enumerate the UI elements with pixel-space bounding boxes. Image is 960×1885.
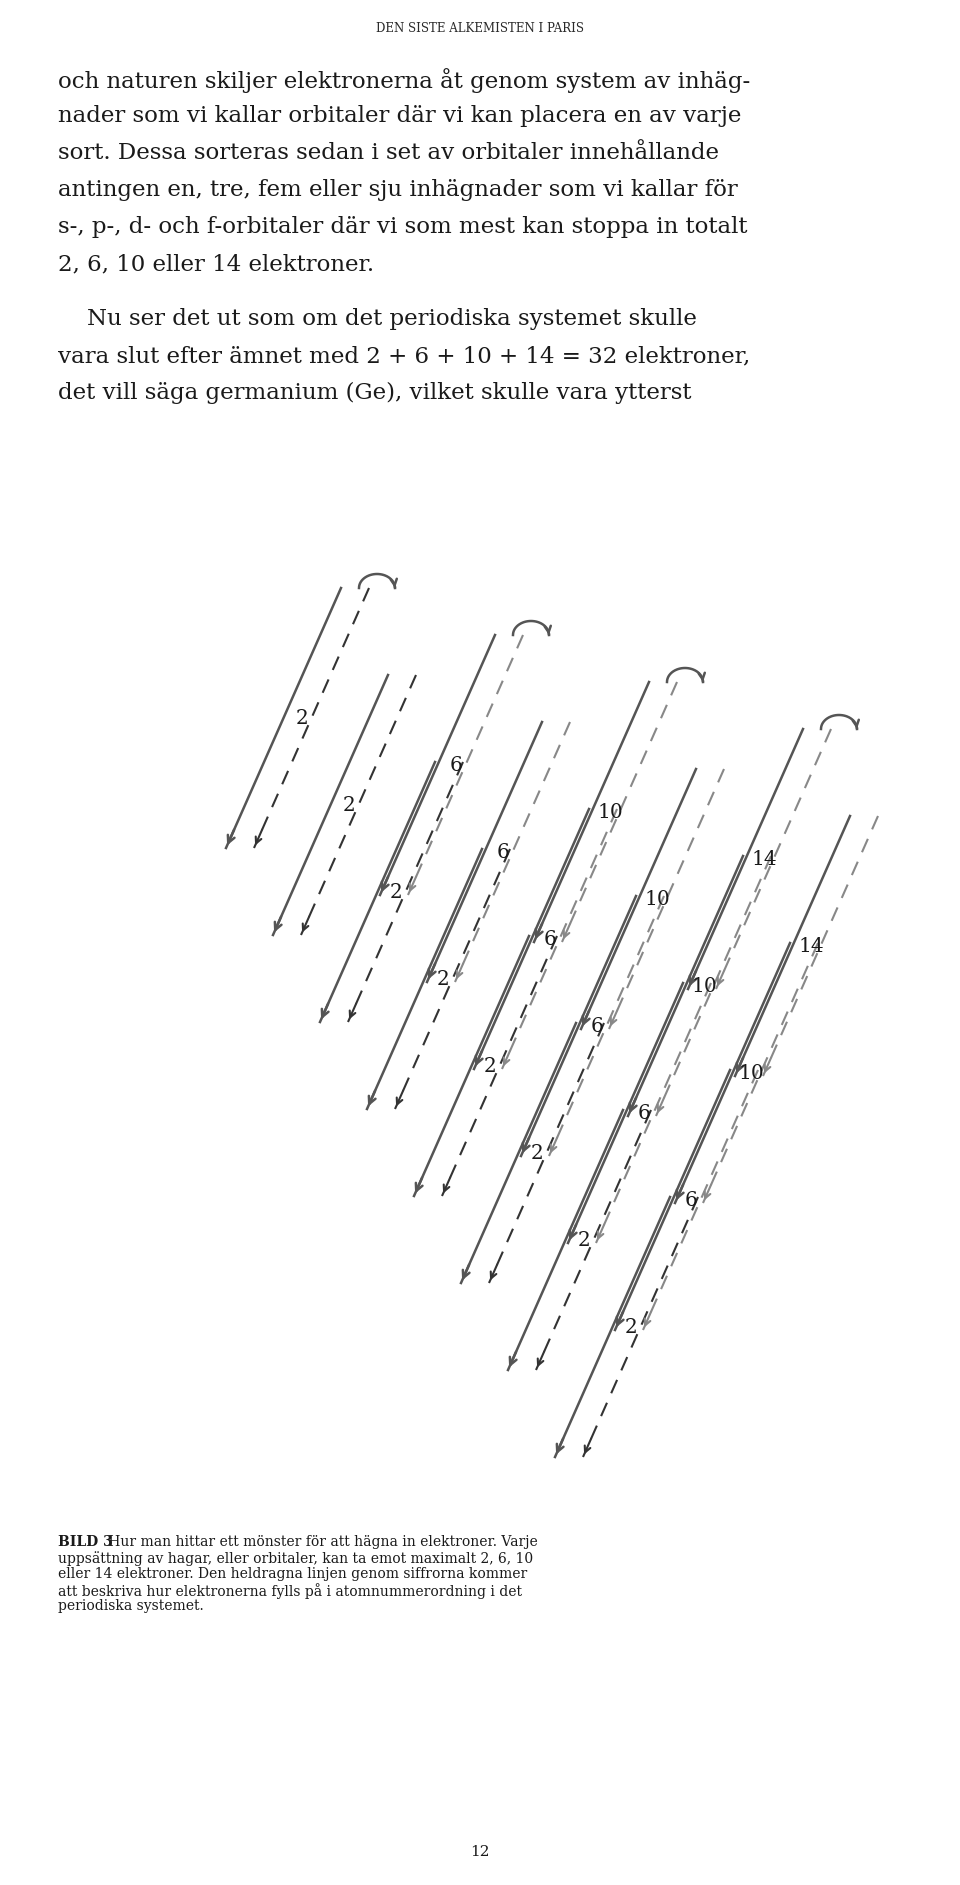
Text: BILD 3: BILD 3: [58, 1534, 112, 1549]
Text: 2: 2: [343, 795, 356, 814]
Text: att beskriva hur elektronerna fylls på i atomnummerordning i det: att beskriva hur elektronerna fylls på i…: [58, 1583, 522, 1598]
Text: 2: 2: [531, 1144, 544, 1163]
Text: periodiska systemet.: periodiska systemet.: [58, 1598, 204, 1614]
Text: 2: 2: [625, 1318, 637, 1336]
Text: vara slut efter ämnet med 2 + 6 + 10 + 14 = 32 elektroner,: vara slut efter ämnet med 2 + 6 + 10 + 1…: [58, 345, 751, 368]
Text: sort. Dessa sorteras sedan i set av orbitaler innehållande: sort. Dessa sorteras sedan i set av orbi…: [58, 141, 719, 164]
Text: 2: 2: [484, 1056, 497, 1076]
Text: nader som vi kallar orbitaler där vi kan placera en av varje: nader som vi kallar orbitaler där vi kan…: [58, 106, 741, 126]
Text: 10: 10: [644, 890, 670, 909]
Text: s-, p-, d- och f-orbitaler där vi som mest kan stoppa in totalt: s-, p-, d- och f-orbitaler där vi som me…: [58, 217, 748, 238]
Text: 10: 10: [691, 976, 717, 995]
Text: 2: 2: [296, 709, 309, 728]
Text: 2, 6, 10 eller 14 elektroner.: 2, 6, 10 eller 14 elektroner.: [58, 253, 374, 275]
Text: 10: 10: [738, 1063, 764, 1082]
Text: DEN SISTE ALKEMISTEN I PARIS: DEN SISTE ALKEMISTEN I PARIS: [376, 23, 584, 36]
Text: 2: 2: [578, 1231, 590, 1250]
Text: 6: 6: [497, 843, 510, 861]
Text: antingen en, tre, fem eller sju inhägnader som vi kallar för: antingen en, tre, fem eller sju inhägnad…: [58, 179, 737, 202]
Text: 12: 12: [470, 1845, 490, 1859]
Text: uppsättning av hagar, eller orbitaler, kan ta emot maximalt 2, 6, 10: uppsättning av hagar, eller orbitaler, …: [58, 1551, 533, 1566]
Text: 2: 2: [437, 969, 450, 988]
Text: 6: 6: [685, 1191, 698, 1210]
Text: 6: 6: [638, 1103, 651, 1122]
Text: 14: 14: [799, 937, 825, 956]
Text: Nu ser det ut som om det periodiska systemet skulle: Nu ser det ut som om det periodiska syst…: [58, 307, 697, 330]
Text: 10: 10: [598, 803, 623, 822]
Text: 2: 2: [390, 882, 403, 901]
Text: 6: 6: [591, 1016, 604, 1035]
Text: 6: 6: [450, 756, 463, 775]
Text: det vill säga germanium (Ge), vilket skulle vara ytterst: det vill säga germanium (Ge), vilket sku…: [58, 383, 691, 403]
Text: Hur man hittar ett mönster för att hägna in elektroner. Varje: Hur man hittar ett mönster för att hägna…: [104, 1534, 538, 1549]
Text: 14: 14: [752, 850, 778, 869]
Text: eller 14 elektroner. Den heldragna linjen genom siffrorna kommer: eller 14 elektroner. Den heldragna linje…: [58, 1566, 527, 1582]
Text: och naturen skiljer elektronerna åt genom system av inhäg-: och naturen skiljer elektronerna åt geno…: [58, 68, 751, 92]
Text: 6: 6: [544, 929, 557, 948]
